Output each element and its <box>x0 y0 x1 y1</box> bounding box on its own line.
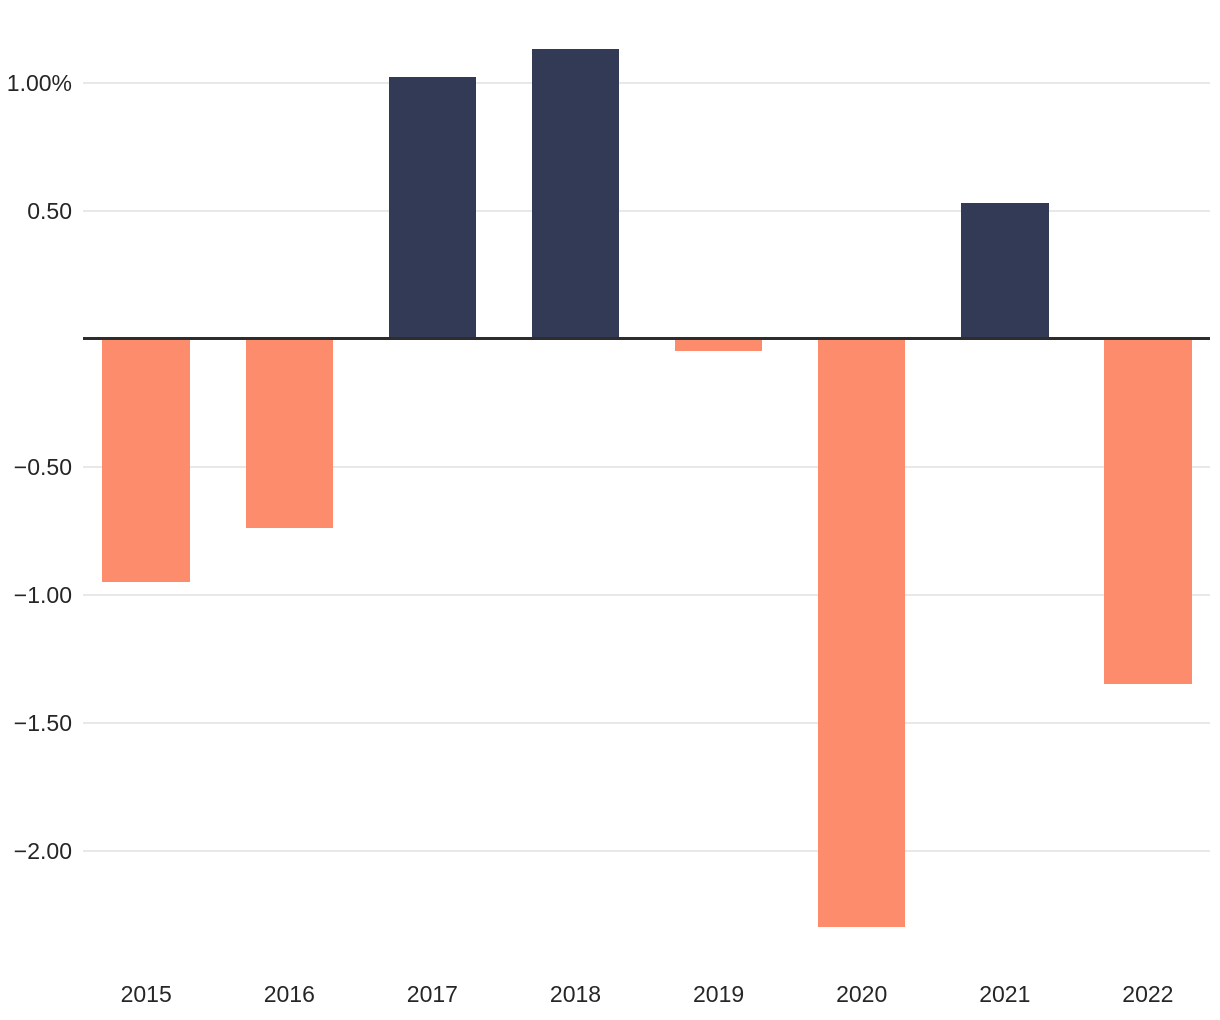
gridline-1 <box>83 81 1210 84</box>
x-tick-label: 2017 <box>406 981 458 1007</box>
bar-2021 <box>961 202 1049 339</box>
y-tick-label: 1.00% <box>6 69 72 96</box>
y-tick-label: −2.00 <box>13 837 72 864</box>
x-tick-label: 2019 <box>693 981 745 1007</box>
bar-2017 <box>388 77 477 339</box>
bar-2019 <box>674 338 763 352</box>
gridline-0.5 <box>83 209 1210 212</box>
bar-2020 <box>817 338 906 928</box>
gridline--2 <box>83 849 1210 852</box>
y-tick-label: 0.50 <box>27 197 72 224</box>
y-tick-label: −0.50 <box>13 453 72 480</box>
x-tick-label: 2018 <box>549 981 602 1007</box>
x-tick-label: 2021 <box>979 981 1031 1007</box>
bar-2018 <box>531 49 620 339</box>
gridline--1.5 <box>83 721 1210 724</box>
y-tick-label: −1.00 <box>13 581 72 608</box>
x-tick-label: 2022 <box>1122 981 1174 1007</box>
gridline--1 <box>83 593 1210 596</box>
gridline--0.5 <box>83 465 1210 468</box>
x-tick-label: 2016 <box>263 981 315 1007</box>
bar-2015 <box>102 338 190 582</box>
bar-2016 <box>245 338 334 528</box>
y-tick-label: −1.50 <box>13 709 72 736</box>
x-tick-label: 2020 <box>836 981 888 1007</box>
x-tick-label: 2015 <box>120 981 172 1007</box>
zero-axis-line <box>83 337 1210 340</box>
bar-2022 <box>1104 338 1192 685</box>
